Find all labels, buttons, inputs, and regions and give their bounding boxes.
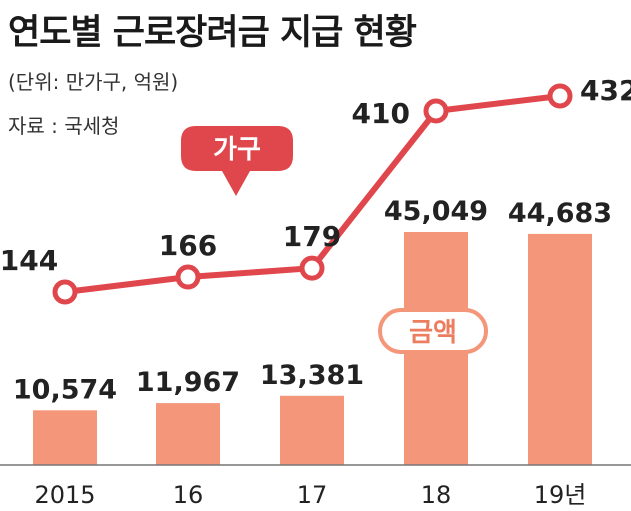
unit-note: (단위: 만가구, 억원) xyxy=(8,70,179,94)
bar-value-labels: 10,574 11,967 13,381 45,049 44,683 xyxy=(13,196,612,405)
bar-2015 xyxy=(33,410,97,465)
line-point-16 xyxy=(175,264,201,290)
x-tick-label: 18 xyxy=(421,481,452,509)
line-value-label: 144 xyxy=(0,244,58,277)
bar-series-label-text: 금액 xyxy=(409,318,457,348)
line-value-label: 410 xyxy=(352,97,410,130)
source-note: 자료 : 국세청 xyxy=(8,114,120,138)
bar-19년 xyxy=(528,233,592,465)
bar-series-label: 금액 xyxy=(378,308,488,354)
x-tick-label: 17 xyxy=(297,481,328,509)
x-tick-label: 16 xyxy=(173,481,204,509)
bar-value-label: 11,967 xyxy=(136,367,240,398)
line-value-label: 432 xyxy=(580,74,631,107)
line-series-label: 가구 xyxy=(181,126,293,196)
line-point-19년 xyxy=(547,83,573,109)
bar-16 xyxy=(156,403,220,465)
line-series-label-text: 가구 xyxy=(213,135,261,165)
x-tick-labels: 2015 16 17 18 19년 xyxy=(34,481,586,509)
line-points xyxy=(52,83,573,305)
bar-value-label: 10,574 xyxy=(13,374,117,405)
line-value-labels: 144 166 179 410 432 xyxy=(0,74,631,277)
bar-value-label: 45,049 xyxy=(384,196,488,227)
line-value-label: 179 xyxy=(283,220,341,253)
line-value-label: 166 xyxy=(159,229,217,262)
bar-value-label: 13,381 xyxy=(260,360,364,391)
line-point-2015 xyxy=(52,279,78,305)
bar-series xyxy=(33,232,592,465)
line-point-17 xyxy=(299,255,325,281)
x-tick-label: 19년 xyxy=(534,481,587,509)
bar-value-label: 44,683 xyxy=(508,198,612,229)
bar-17 xyxy=(280,395,344,465)
x-tick-label: 2015 xyxy=(34,481,95,509)
line-point-18 xyxy=(423,98,449,124)
chart-title: 연도별 근로장려금 지급 현황 xyxy=(8,13,417,53)
